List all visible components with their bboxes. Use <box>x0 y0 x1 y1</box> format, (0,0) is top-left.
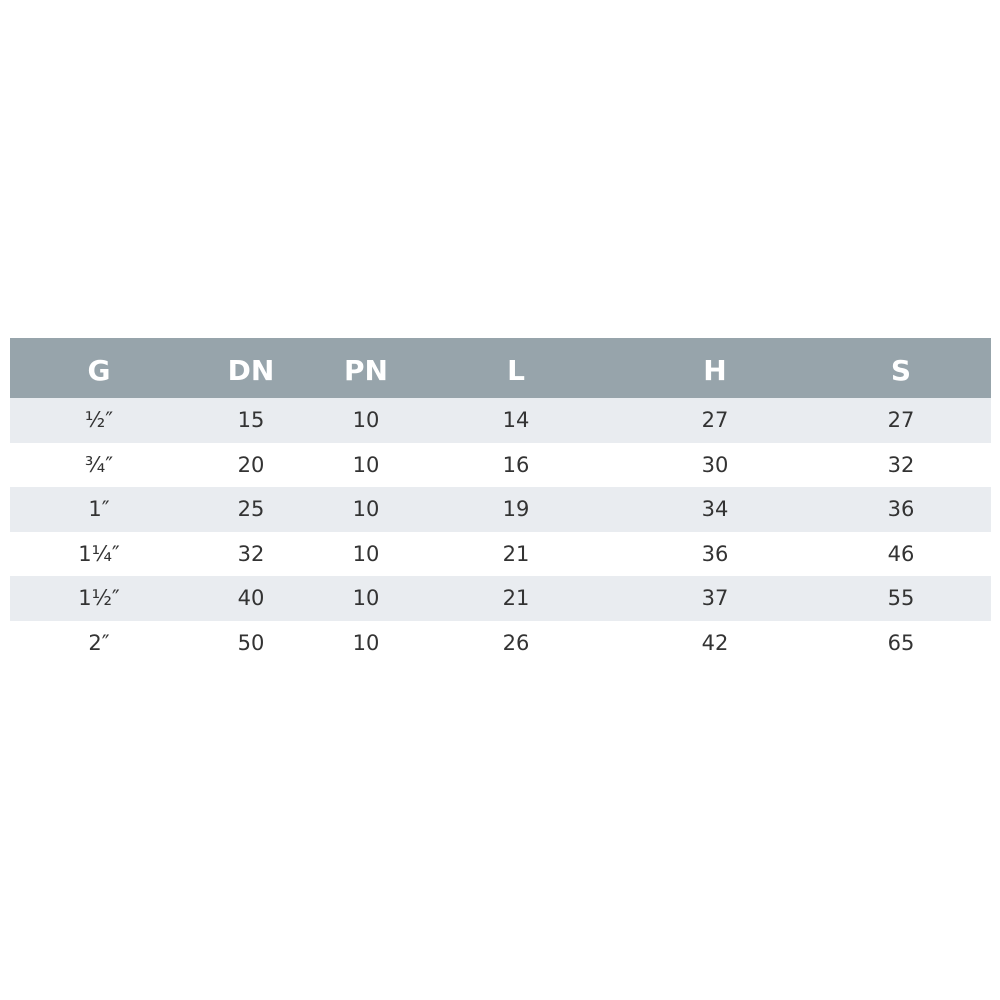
cell-dn: 20 <box>237 452 265 477</box>
cell-h: 42 <box>701 630 729 655</box>
table-header: G DN PN L H S <box>10 338 991 398</box>
header-l: L <box>507 353 525 387</box>
cell-g: 1″ <box>88 497 110 522</box>
cell-dn: 25 <box>237 497 265 522</box>
cell-pn: 10 <box>352 497 380 522</box>
cell-l: 21 <box>502 541 530 566</box>
cell-g: 2″ <box>88 630 110 655</box>
table-row: 1″ 25 10 19 34 36 <box>10 487 991 532</box>
table-row: 2″ 50 10 26 42 65 <box>10 621 991 666</box>
table-row: 1¼″ 32 10 21 36 46 <box>10 532 991 577</box>
header-pn: PN <box>344 353 388 387</box>
header-g: G <box>87 353 111 387</box>
cell-h: 34 <box>701 497 729 522</box>
cell-s: 65 <box>887 630 915 655</box>
cell-g: 1¼″ <box>78 541 120 566</box>
cell-g: 1½″ <box>78 586 120 611</box>
cell-g: ¾″ <box>84 452 114 477</box>
header-dn: DN <box>227 353 275 387</box>
cell-g: ½″ <box>84 408 114 433</box>
table-row: ½″ 15 10 14 27 27 <box>10 398 991 443</box>
cell-l: 19 <box>502 497 530 522</box>
table-row: 1½″ 40 10 21 37 55 <box>10 576 991 621</box>
cell-l: 14 <box>502 408 530 433</box>
cell-s: 36 <box>887 497 915 522</box>
cell-pn: 10 <box>352 408 380 433</box>
cell-pn: 10 <box>352 586 380 611</box>
cell-h: 30 <box>701 452 729 477</box>
cell-pn: 10 <box>352 630 380 655</box>
dimensions-table: G DN PN L H S ½″ 15 10 14 27 27 ¾″ 20 10 16 30 32 1″… <box>10 338 991 665</box>
header-s: S <box>890 353 912 387</box>
cell-pn: 10 <box>352 541 380 566</box>
cell-h: 36 <box>701 541 729 566</box>
cell-l: 26 <box>502 630 530 655</box>
cell-l: 16 <box>502 452 530 477</box>
cell-dn: 40 <box>237 586 265 611</box>
cell-h: 37 <box>701 586 729 611</box>
cell-l: 21 <box>502 586 530 611</box>
cell-s: 32 <box>887 452 915 477</box>
cell-pn: 10 <box>352 452 380 477</box>
cell-dn: 15 <box>237 408 265 433</box>
cell-s: 27 <box>887 408 915 433</box>
cell-dn: 50 <box>237 630 265 655</box>
cell-s: 55 <box>887 586 915 611</box>
header-h: H <box>703 353 727 387</box>
table-row: ¾″ 20 10 16 30 32 <box>10 443 991 488</box>
cell-s: 46 <box>887 541 915 566</box>
cell-h: 27 <box>701 408 729 433</box>
cell-dn: 32 <box>237 541 265 566</box>
